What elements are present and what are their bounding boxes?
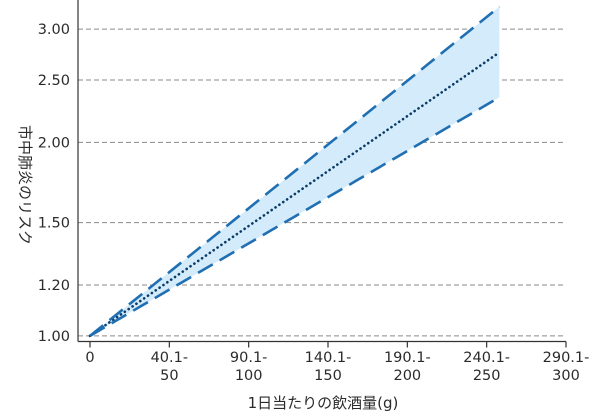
x-tick-label: 250 (473, 368, 501, 384)
x-tick-label: 300 (552, 368, 580, 384)
x-tick-label: 0 (85, 350, 94, 366)
y-tick-labels: 1.00 1.20 1.50 2.00 2.50 3.00 (38, 22, 70, 345)
axes (77, 0, 566, 343)
x-tick-label: 50 (160, 368, 178, 384)
x-tick-labels: 0 40.1- 50 90.1- 100 140.1- 150 190.1- 200 240.1-… (85, 341, 590, 384)
y-tick-label: 1.00 (38, 329, 70, 345)
x-tick-label: 90.1- (230, 350, 268, 366)
x-tick-label: 190.1- (384, 350, 431, 366)
upper-ci-line (89, 5, 501, 337)
x-tick-label: 290.1- (543, 350, 590, 366)
estimate-line (88, 51, 501, 338)
x-tick-label: 200 (393, 368, 421, 384)
lower-ci-line (89, 96, 501, 337)
y-tick-label: 2.50 (38, 73, 70, 89)
y-axis-label: 市中肺炎のリスク (16, 125, 34, 245)
x-tick-label: 150 (314, 368, 342, 384)
x-tick-label: 100 (235, 368, 263, 384)
x-tick-label: 240.1- (463, 350, 510, 366)
x-tick-label: 140.1- (305, 350, 352, 366)
x-tick-label: 40.1- (151, 350, 189, 366)
series-lines (88, 5, 501, 338)
y-tick-label: 1.20 (38, 278, 70, 294)
y-tick-label: 2.00 (38, 135, 70, 151)
y-tick-label: 3.00 (38, 22, 70, 38)
x-axis-label: 1日当たりの飲酒量(g) (248, 394, 399, 412)
y-tick-label: 1.50 (38, 216, 70, 232)
